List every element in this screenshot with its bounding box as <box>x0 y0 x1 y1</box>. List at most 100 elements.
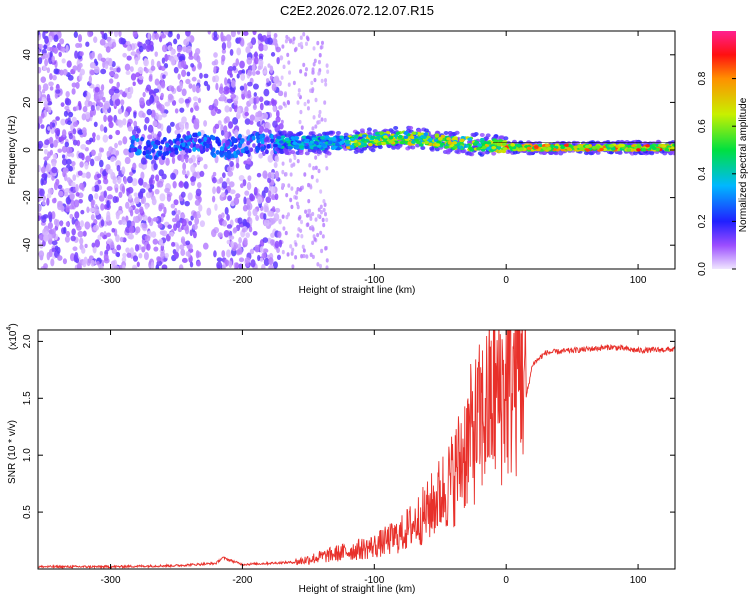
spectrogram-cell <box>106 150 110 158</box>
spectrogram-cell <box>436 140 442 144</box>
spectrogram-cell <box>290 251 294 256</box>
spectrogram-cell <box>188 55 194 60</box>
spectrogram-cell <box>271 206 276 212</box>
spectrogram-cell <box>655 147 661 152</box>
spectrogram-cell <box>249 248 255 255</box>
spectrogram-cell <box>266 31 272 36</box>
spectrogram-cell <box>354 131 360 136</box>
spectrogram-cell <box>119 89 124 95</box>
spectrogram-cell <box>161 264 168 269</box>
spectrogram-cell <box>233 197 240 205</box>
spectrogram-cell <box>93 121 98 128</box>
spectrogram-cell <box>271 193 276 200</box>
spectrogram-cell <box>245 222 251 229</box>
spectrogram-cell <box>39 188 45 197</box>
spectrogram-cell <box>199 72 203 79</box>
spectrogram-cell <box>481 150 487 155</box>
spectrogram-cell <box>165 233 171 242</box>
spectrogram-cell <box>110 260 116 266</box>
spectrogram-cell <box>94 86 100 93</box>
spectrogram-cell <box>280 75 284 80</box>
spectrogram-cell <box>316 213 320 219</box>
spectrogram-cell <box>216 257 223 262</box>
spectrogram-cell <box>46 251 51 261</box>
spectrogram-cell <box>408 142 413 146</box>
spectrogram-cell <box>491 151 497 156</box>
spectrogram-cell <box>112 195 118 204</box>
spectrogram-cell <box>216 261 223 269</box>
spectrogram-cell <box>197 97 202 104</box>
spectrogram-cell <box>284 137 290 141</box>
spectrogram-cell <box>178 181 185 188</box>
spectrogram-cell <box>221 181 228 189</box>
spectrogram-y-ticks: -40 -20 0 20 40 <box>22 49 675 253</box>
spectrogram-cell <box>219 151 224 156</box>
spectrogram-cell <box>38 250 45 259</box>
spectrogram-cell <box>122 264 126 269</box>
spectrogram-cell <box>69 213 74 219</box>
spectrogram-cell <box>259 35 264 42</box>
spectrogram-cell <box>245 46 251 54</box>
spectrogram-cell <box>256 172 262 178</box>
spectrogram-cell <box>79 237 84 245</box>
spectrogram-cell <box>226 154 231 160</box>
spectrogram-cell <box>314 155 318 160</box>
spectrogram-cell <box>360 138 366 142</box>
spectrogram-cell <box>42 65 47 71</box>
spectrogram-cell <box>423 132 429 136</box>
spectrogram-cell <box>270 98 275 105</box>
spectrogram-cell <box>163 206 167 215</box>
spectrogram-cell <box>228 260 233 268</box>
spectrogram-cell <box>170 85 175 92</box>
spectrogram-cell <box>233 104 238 113</box>
spectrogram-cell <box>159 230 165 236</box>
spectrogram-cell <box>374 136 380 141</box>
spectrogram-cell <box>444 145 449 149</box>
spectrogram-cell <box>249 194 256 202</box>
spectrogram-cell <box>40 124 45 129</box>
spectrogram-cell <box>182 46 188 53</box>
spectrogram-cell <box>141 246 146 253</box>
spectrogram-cell <box>304 151 310 156</box>
y-tick-label: -40 <box>22 238 33 253</box>
spectrogram-cell <box>55 89 61 94</box>
spectrogram-cell <box>211 229 217 238</box>
spectrogram-cell <box>298 131 304 136</box>
spectrogram-cell <box>49 149 54 156</box>
spectrogram-cell <box>164 101 171 107</box>
spectrogram-cell <box>157 130 162 138</box>
spectrogram-cell <box>296 100 300 105</box>
spectrogram-cell <box>214 203 218 211</box>
spectrogram-cell <box>92 224 99 231</box>
spectrogram-cell <box>184 98 190 104</box>
spectrogram-cell <box>272 261 278 269</box>
spectrogram-cell <box>579 147 585 151</box>
spectrogram-cell <box>278 105 283 110</box>
spectrogram-cell <box>65 44 69 53</box>
spectrogram-cell <box>202 141 207 147</box>
spectrogram-cell <box>297 92 301 98</box>
spectrogram-cell <box>61 47 66 53</box>
spectrogram-cell <box>203 163 208 170</box>
spectrogram-cell <box>75 81 80 89</box>
spectrogram-cell <box>48 136 54 145</box>
spectrogram-cell <box>197 131 202 137</box>
spectrogram-cell <box>161 155 166 161</box>
spectrogram-cell <box>566 147 572 151</box>
spectrogram-cell <box>228 235 235 240</box>
spectrogram-cell <box>171 241 176 247</box>
spectrogram-cell <box>41 97 46 102</box>
spectrogram-cell <box>57 184 63 190</box>
spectrogram-cell <box>77 230 84 238</box>
spectrogram-cell <box>126 106 132 113</box>
spectrogram-cell <box>94 193 99 200</box>
spectrogram-cell <box>493 139 499 143</box>
spectrogram-cell <box>255 111 261 118</box>
spectrogram-cell <box>126 55 132 61</box>
spectrogram-cell <box>103 126 108 133</box>
spectrogram-cell <box>249 217 253 225</box>
spectrogram-cell <box>239 85 245 91</box>
spectrogram-cell <box>560 145 566 150</box>
spectrogram-cell <box>323 202 327 207</box>
